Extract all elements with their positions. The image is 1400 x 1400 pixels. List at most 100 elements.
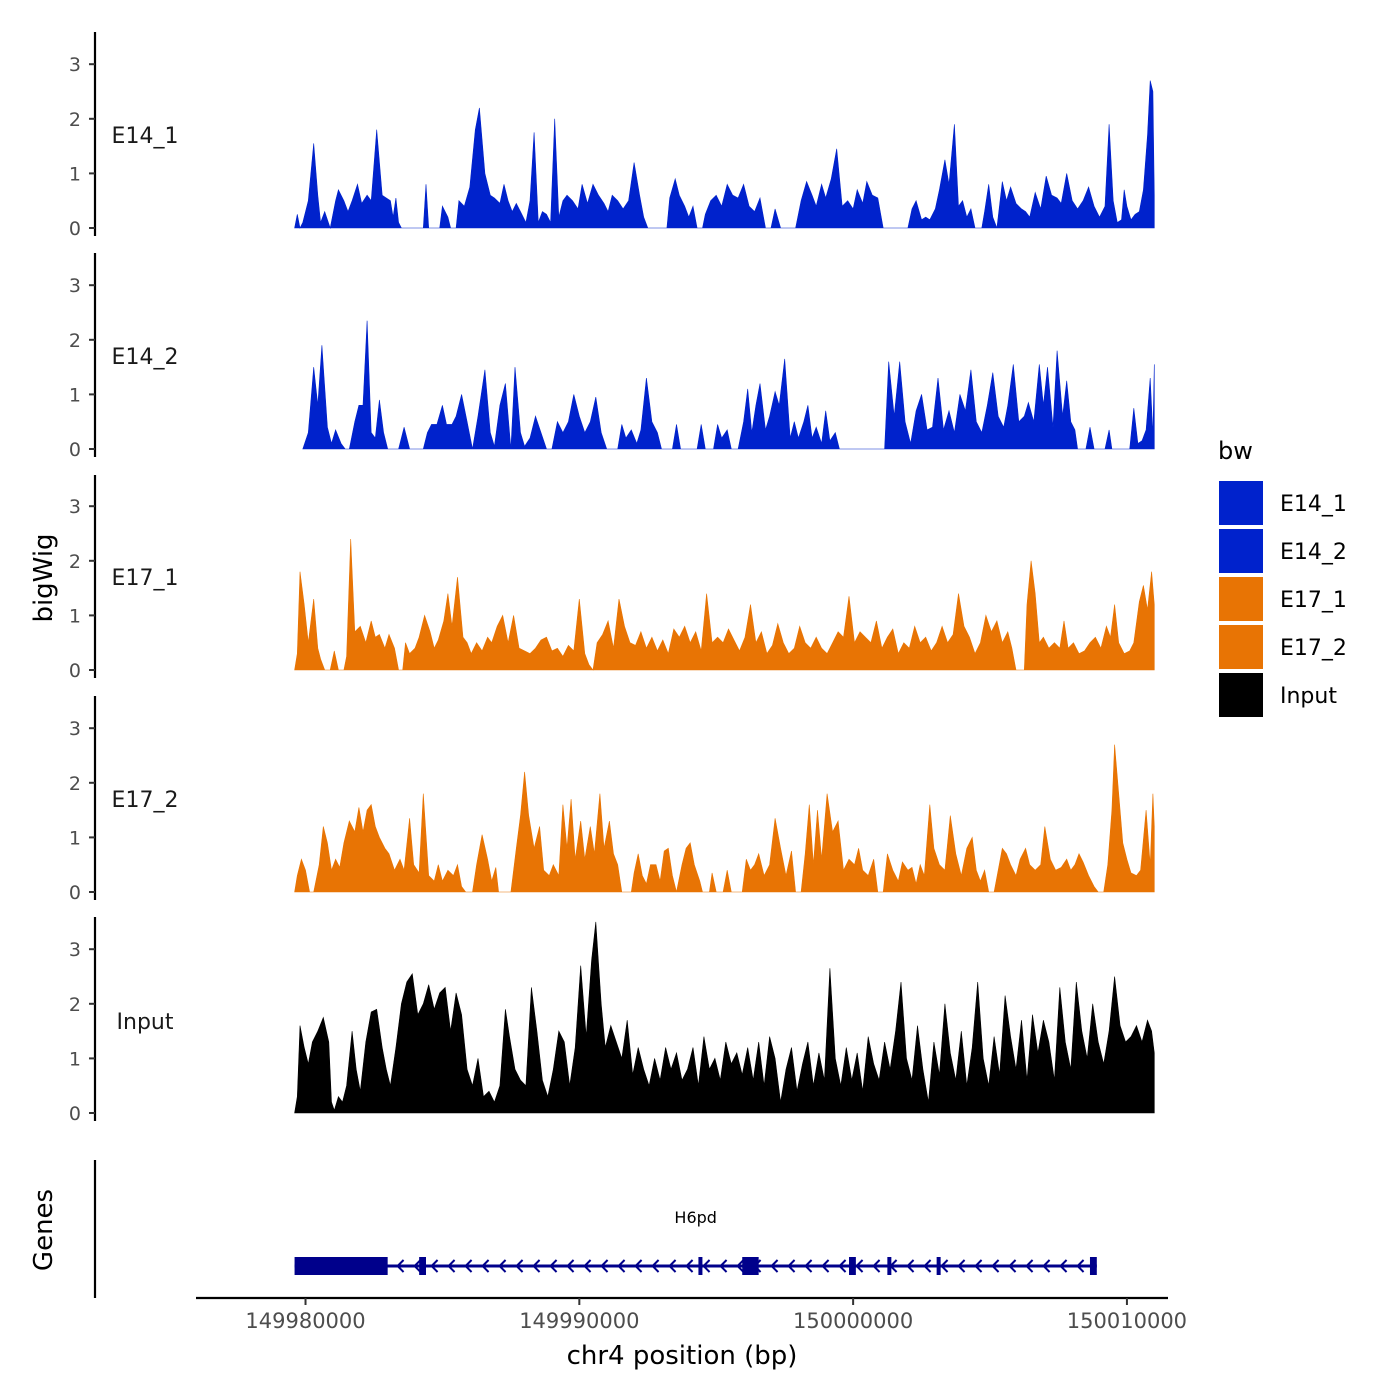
- y-axis-title: bigWig: [29, 533, 59, 622]
- strand-arrow: [906, 1259, 915, 1273]
- legend-label: E14_1: [1280, 492, 1347, 517]
- y-tick-label: 1: [69, 163, 81, 185]
- strand-arrow: [1025, 1259, 1034, 1273]
- y-tick-label: 3: [69, 275, 81, 297]
- legend-swatch: [1219, 481, 1263, 525]
- strand-arrow: [617, 1259, 626, 1273]
- y-tick-label: 2: [69, 330, 81, 352]
- strand-arrow: [566, 1259, 575, 1273]
- legend-label: E17_1: [1280, 588, 1347, 613]
- x-tick-label: 149980000: [245, 1309, 365, 1333]
- gene-name-label: H6pd: [674, 1208, 717, 1227]
- track-e17-1: 0 1 2 3 E17_1: [69, 475, 1155, 682]
- strand-arrow: [583, 1259, 592, 1273]
- x-tick-label: 150010000: [1067, 1309, 1187, 1333]
- legend-item-e17-2: E17_2: [1219, 625, 1347, 669]
- strand-arrow: [787, 1259, 796, 1273]
- strand-arrow: [685, 1259, 694, 1273]
- strand-arrow: [991, 1259, 1000, 1273]
- legend-label: E14_2: [1280, 540, 1347, 565]
- strand-arrow: [549, 1259, 558, 1273]
- genes-axis-title: Genes: [29, 1189, 59, 1271]
- y-tick-label: 2: [69, 109, 81, 131]
- gene-exon: [887, 1257, 892, 1275]
- strand-arrow: [651, 1259, 660, 1273]
- strand-arrow: [1042, 1259, 1051, 1273]
- gene-exon: [849, 1257, 856, 1275]
- strand-arrow: [532, 1259, 541, 1273]
- gene-h6pd: H6pd: [294, 1208, 1097, 1275]
- legend-item-e14-2: E14_2: [1219, 529, 1347, 573]
- tracks: 0 1 2 3 E14_1 0 1 2 3 E14_2 0 1 2 3 E17_1 0 1 2 3 E17_2 0 1 2 3…: [69, 32, 1155, 1125]
- legend-label: E17_2: [1280, 636, 1347, 661]
- coverage-area-e17-1: [294, 538, 1155, 671]
- track-e14-2: 0 1 2 3 E14_2: [69, 253, 1155, 461]
- y-tick-label: 1: [69, 1048, 81, 1070]
- track-label: E17_2: [112, 788, 179, 813]
- strand-arrow: [1076, 1259, 1085, 1273]
- strand-arrow: [940, 1259, 949, 1273]
- legend-swatch: [1219, 529, 1263, 573]
- x-tick-label: 149990000: [519, 1309, 639, 1333]
- strand-arrow: [1059, 1259, 1068, 1273]
- strand-arrow: [600, 1259, 609, 1273]
- strand-arrow: [481, 1259, 490, 1273]
- y-tick-label: 0: [69, 1103, 81, 1125]
- gene-exon: [1089, 1257, 1097, 1275]
- strand-arrow: [821, 1259, 830, 1273]
- legend-title: bw: [1218, 437, 1253, 465]
- y-tick-label: 0: [69, 660, 81, 682]
- x-axis: 149980000 149990000 150000000 150010000: [196, 1296, 1187, 1333]
- legend-item-e14-1: E14_1: [1219, 481, 1347, 525]
- legend-label: Input: [1280, 684, 1337, 709]
- gene-exon: [419, 1257, 426, 1275]
- y-tick-label: 3: [69, 496, 81, 518]
- strand-arrow: [702, 1259, 711, 1273]
- y-tick-label: 3: [69, 54, 81, 76]
- genes-panel: H6pd: [93, 1160, 1097, 1298]
- y-tick-label: 0: [69, 218, 81, 240]
- strand-arrow: [668, 1259, 677, 1273]
- strand-arrow: [634, 1259, 643, 1273]
- strand-arrow: [770, 1259, 779, 1273]
- y-tick-label: 2: [69, 773, 81, 795]
- strand-arrow: [957, 1259, 966, 1273]
- y-tick-label: 0: [69, 439, 81, 461]
- y-tick-label: 1: [69, 384, 81, 406]
- legend: bw E14_1 E14_2 E17_1 E17_2 Input: [1218, 437, 1347, 717]
- gene-exon: [698, 1257, 703, 1275]
- strand-arrow: [430, 1259, 439, 1273]
- strand-arrow: [447, 1259, 456, 1273]
- track-label: E14_2: [112, 345, 179, 370]
- y-tick-label: 3: [69, 718, 81, 740]
- track-label: E17_1: [112, 566, 179, 591]
- legend-swatch: [1219, 673, 1263, 717]
- strand-arrow: [464, 1259, 473, 1273]
- y-tick-label: 0: [69, 882, 81, 904]
- x-tick-label: 150000000: [793, 1309, 913, 1333]
- strand-arrow: [736, 1259, 745, 1273]
- strand-arrow: [838, 1259, 847, 1273]
- strand-arrow: [1008, 1259, 1017, 1273]
- coverage-area-e14-1: [294, 80, 1155, 230]
- coverage-area-input: [294, 921, 1155, 1114]
- legend-item-e17-1: E17_1: [1219, 577, 1347, 621]
- y-tick-label: 1: [69, 605, 81, 627]
- legend-swatch: [1219, 625, 1263, 669]
- y-tick-label: 3: [69, 939, 81, 961]
- gene-exon: [936, 1257, 941, 1275]
- coverage-area-e17-2: [294, 744, 1155, 893]
- strand-arrow: [923, 1259, 932, 1273]
- track-e14-1: 0 1 2 3 E14_1: [69, 32, 1155, 240]
- legend-item-input: Input: [1219, 673, 1337, 717]
- track-input: 0 1 2 3 Input: [69, 917, 1155, 1125]
- track-label: E14_1: [112, 124, 179, 149]
- strand-arrow: [515, 1259, 524, 1273]
- y-tick-label: 2: [69, 994, 81, 1016]
- gene-exon: [294, 1257, 388, 1275]
- coverage-area-e14-2: [302, 320, 1155, 450]
- strand-arrow: [498, 1259, 507, 1273]
- y-tick-label: 1: [69, 827, 81, 849]
- strand-arrow: [872, 1259, 881, 1273]
- x-axis-title: chr4 position (bp): [567, 1341, 798, 1371]
